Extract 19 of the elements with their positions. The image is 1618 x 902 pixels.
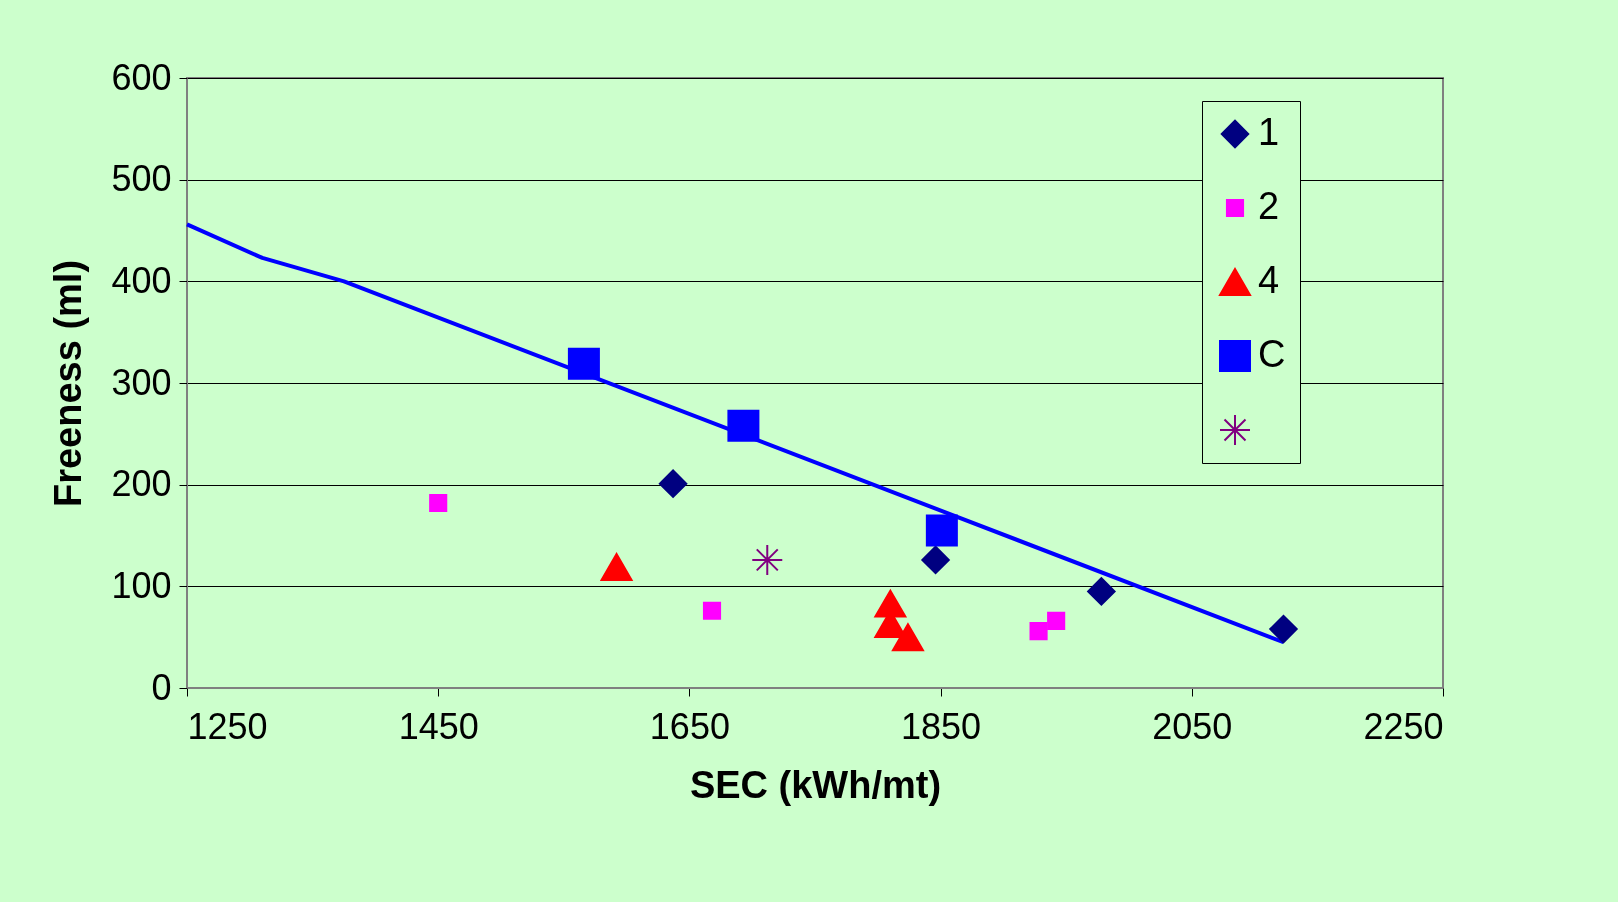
legend-label: 1 (1258, 111, 1280, 153)
y-tick-label: 100 (111, 564, 172, 606)
x-tick-label: 1650 (649, 705, 730, 747)
x-tick-label: 2250 (1363, 705, 1444, 747)
x-tick-label: 1250 (187, 705, 268, 747)
y-tick-label: 200 (111, 463, 172, 505)
x-tick-label: 2050 (1152, 705, 1233, 747)
y-tick-label: 0 (151, 666, 172, 708)
legend-label: C (1258, 333, 1286, 375)
y-tick-label: 300 (111, 361, 172, 403)
x-tick-label: 1850 (901, 705, 982, 747)
y-tick-label: 500 (111, 158, 172, 200)
y-tick-label: 600 (111, 56, 172, 98)
y-tick-label: 400 (111, 259, 172, 301)
y-axis-title: Freeness (ml) (47, 259, 90, 508)
legend-label: 4 (1258, 259, 1280, 301)
legend-label: 2 (1258, 185, 1280, 227)
x-axis-title: SEC (kWh/mt) (689, 763, 942, 806)
x-tick-label: 1450 (398, 705, 479, 747)
